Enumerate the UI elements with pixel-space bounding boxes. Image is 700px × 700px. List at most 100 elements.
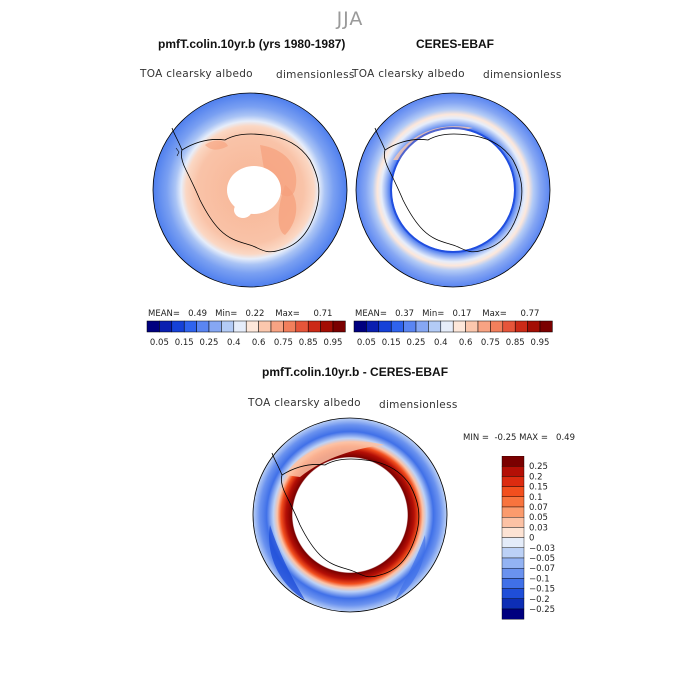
colorbar-swatch [514, 320, 528, 333]
season-title: JJA [336, 8, 364, 30]
colorbar-swatch [502, 320, 516, 333]
colorbar-swatch [353, 320, 367, 333]
colorbar-tick-label: 0.15 [175, 338, 194, 348]
colorbar-tick-label: −0.03 [529, 544, 555, 554]
colorbar-tick-label: 0.1 [529, 493, 543, 503]
colorbar-swatch [258, 320, 272, 333]
colorbar-tick-label: −0.2 [529, 595, 550, 605]
colorbar-swatch [146, 320, 160, 333]
colorbar-tick-label: −0.15 [529, 585, 555, 595]
colorbar-tick-label: 0.2 [529, 472, 543, 482]
colorbar-tick-label: 0.15 [382, 338, 401, 348]
colorbar-tick-label: −0.05 [529, 554, 555, 564]
colorbar-swatch [221, 320, 235, 333]
diff-panel-title: pmfT.colin.10yr.b - CERES-EBAF [262, 365, 449, 379]
obs-colorbar: 0.05 0.15 0.25 0.4 0.6 0.75 0.85 0.95 [353, 320, 553, 348]
colorbar-tick-label: 0.03 [529, 523, 548, 533]
colorbar-swatch [452, 320, 466, 333]
colorbar-tick-label: 0.05 [529, 513, 548, 523]
diff-colorbar: 0.250.20.150.10.070.050.030−0.03−0.05−0.… [501, 456, 555, 620]
colorbar-tick-label: −0.1 [529, 574, 550, 584]
colorbar-swatch [295, 320, 309, 333]
colorbar-swatch [501, 517, 525, 528]
obs-stats: MEAN= 0.37 Min= 0.17 Max= 0.77 [355, 309, 540, 319]
colorbar-swatch [320, 320, 334, 333]
colorbar-tick-label: 0.07 [529, 503, 548, 513]
colorbar-tick-label: 0.4 [434, 338, 448, 348]
colorbar-swatch [403, 320, 417, 333]
model-stats: MEAN= 0.49 Min= 0.22 Max= 0.71 [148, 309, 333, 319]
colorbar-tick-label: 0.6 [252, 338, 266, 348]
colorbar-swatch [440, 320, 454, 333]
colorbar-tick-label: 0.25 [529, 462, 548, 472]
colorbar-swatch [501, 465, 525, 477]
colorbar-swatch [501, 567, 525, 579]
obs-polar-map [355, 92, 551, 288]
antarctica-coastline [280, 458, 420, 578]
colorbar-swatch [501, 456, 525, 467]
obs-variable-label: TOA clearsky albedo [352, 68, 465, 80]
diff-variable-label: TOA clearsky albedo [248, 397, 361, 409]
model-variable-label: TOA clearsky albedo [140, 68, 253, 80]
colorbar-tick-label: 0.25 [200, 338, 219, 348]
colorbar-swatch [477, 320, 491, 333]
antarctica-coastline [180, 133, 320, 253]
colorbar-swatch [501, 506, 525, 518]
colorbar-tick-label: −0.07 [529, 564, 555, 574]
colorbar-tick-label: 0.85 [506, 338, 525, 348]
model-units-label: dimensionless [276, 69, 355, 81]
colorbar-swatch [270, 320, 284, 333]
colorbar-swatch [490, 320, 504, 333]
colorbar-swatch [428, 320, 442, 333]
colorbar-swatch [390, 320, 404, 333]
colorbar-swatch [171, 320, 185, 333]
colorbar-swatch [415, 320, 429, 333]
colorbar-tick-label: −0.25 [529, 605, 555, 615]
colorbar-tick-label: 0.95 [531, 338, 550, 348]
colorbar-swatch [501, 486, 525, 498]
colorbar-tick-label: 0.15 [529, 483, 548, 493]
diff-units-label: dimensionless [379, 399, 458, 411]
colorbar-tick-label: 0.05 [150, 338, 169, 348]
model-panel-title: pmfT.colin.10yr.b (yrs 1980-1987) [158, 37, 346, 51]
model-colorbar: 0.05 0.15 0.25 0.4 0.6 0.75 0.85 0.95 [146, 320, 346, 348]
colorbar-swatch [501, 588, 525, 600]
colorbar-swatch [501, 578, 525, 589]
antarctica-coastline [383, 133, 523, 253]
colorbar-swatch [501, 547, 525, 559]
colorbar-tick-label: 0.6 [459, 338, 473, 348]
colorbar-tick-label: 0.05 [357, 338, 376, 348]
colorbar-tick-label: 0.75 [481, 338, 500, 348]
colorbar-swatch [283, 320, 297, 333]
colorbar-tick-label: 0.4 [227, 338, 241, 348]
colorbar-tick-label: 0.25 [407, 338, 426, 348]
colorbar-swatch [539, 320, 553, 333]
colorbar-swatch [245, 320, 259, 333]
model-polar-map [152, 92, 348, 288]
colorbar-swatch [501, 496, 525, 508]
colorbar-swatch [527, 320, 541, 333]
colorbar-swatch [159, 320, 173, 333]
colorbar-swatch [501, 476, 525, 487]
obs-panel-title: CERES-EBAF [416, 37, 495, 51]
colorbar-swatch [501, 598, 525, 610]
diff-minmax: MIN = -0.25 MAX = 0.49 [463, 433, 575, 443]
colorbar-tick-label: 0.75 [274, 338, 293, 348]
colorbar-swatch [208, 320, 222, 333]
colorbar-swatch [366, 320, 380, 333]
obs-units-label: dimensionless [483, 69, 562, 81]
colorbar-swatch [501, 527, 525, 538]
colorbar-tick-label: 0.95 [324, 338, 343, 348]
colorbar-tick-label: 0 [529, 534, 534, 544]
colorbar-swatch [183, 320, 197, 333]
colorbar-swatch [233, 320, 247, 333]
colorbar-tick-label: 0.85 [299, 338, 318, 348]
colorbar-swatch [196, 320, 210, 333]
colorbar-swatch [501, 557, 525, 569]
colorbar-swatch [332, 320, 346, 333]
diff-polar-map [252, 417, 448, 613]
colorbar-swatch [378, 320, 392, 333]
colorbar-swatch [307, 320, 321, 333]
colorbar-swatch [465, 320, 479, 333]
colorbar-swatch [501, 537, 525, 548]
